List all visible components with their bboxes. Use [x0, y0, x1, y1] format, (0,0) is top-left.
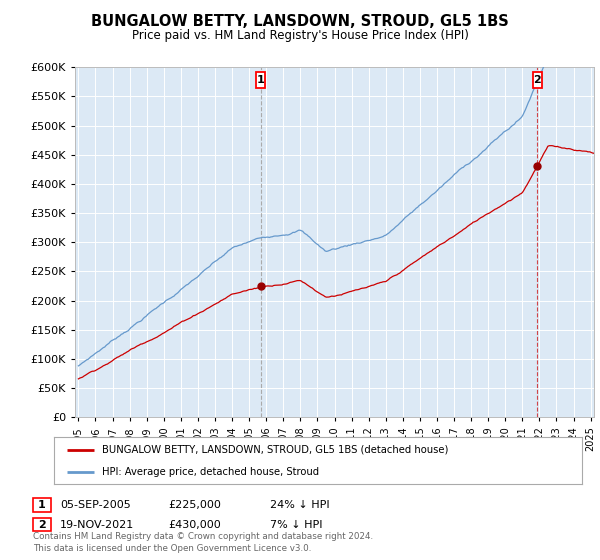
Text: 1: 1 — [38, 500, 46, 510]
Text: 7% ↓ HPI: 7% ↓ HPI — [270, 520, 323, 530]
Text: BUNGALOW BETTY, LANSDOWN, STROUD, GL5 1BS: BUNGALOW BETTY, LANSDOWN, STROUD, GL5 1B… — [91, 14, 509, 29]
Text: BUNGALOW BETTY, LANSDOWN, STROUD, GL5 1BS (detached house): BUNGALOW BETTY, LANSDOWN, STROUD, GL5 1B… — [101, 445, 448, 455]
Text: Contains HM Land Registry data © Crown copyright and database right 2024.
This d: Contains HM Land Registry data © Crown c… — [33, 532, 373, 553]
Text: £430,000: £430,000 — [168, 520, 221, 530]
Text: 05-SEP-2005: 05-SEP-2005 — [60, 500, 131, 510]
FancyBboxPatch shape — [256, 72, 265, 87]
Text: 2: 2 — [38, 520, 46, 530]
Text: HPI: Average price, detached house, Stroud: HPI: Average price, detached house, Stro… — [101, 466, 319, 477]
Text: 24% ↓ HPI: 24% ↓ HPI — [270, 500, 329, 510]
FancyBboxPatch shape — [533, 72, 542, 87]
Text: 1: 1 — [257, 74, 265, 85]
Text: 2: 2 — [533, 74, 541, 85]
Text: Price paid vs. HM Land Registry's House Price Index (HPI): Price paid vs. HM Land Registry's House … — [131, 29, 469, 42]
Text: 19-NOV-2021: 19-NOV-2021 — [60, 520, 134, 530]
Text: £225,000: £225,000 — [168, 500, 221, 510]
